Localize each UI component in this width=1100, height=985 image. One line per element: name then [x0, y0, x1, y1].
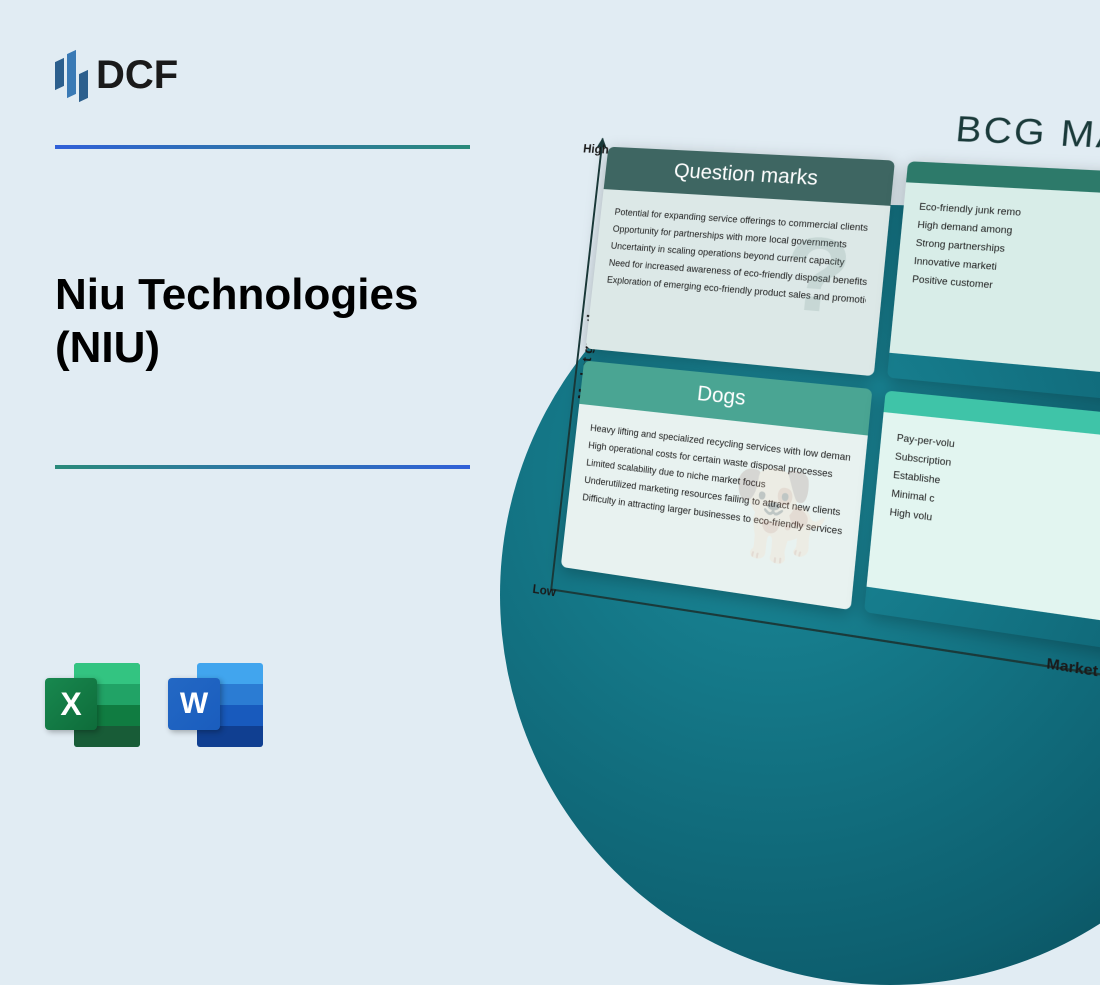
quadrant-question-marks: Question marks ? Potential for expanding… — [586, 147, 895, 377]
logo-text: DCF — [96, 53, 178, 98]
excel-letter: X — [45, 678, 97, 730]
logo-icon — [55, 50, 88, 100]
excel-icon[interactable]: X — [45, 660, 140, 750]
quadrant-dogs: Dogs 🐕 Heavy lifting and specialized rec… — [561, 361, 873, 611]
quadrant-stars: Eco-friendly junk remo High demand among… — [887, 161, 1100, 409]
cows-body: Pay-per-volu Subscription Establishe Min… — [867, 412, 1100, 635]
page-title: Niu Technologies (NIU) — [55, 269, 495, 375]
divider-bottom — [55, 465, 470, 469]
divider-top — [55, 145, 470, 149]
stars-body: Eco-friendly junk remo High demand among… — [889, 182, 1100, 383]
y-axis-high: High — [582, 142, 609, 157]
left-panel: DCF Niu Technologies (NIU) — [55, 50, 495, 469]
file-icons: X W — [45, 660, 263, 750]
word-letter: W — [168, 678, 220, 730]
title-line1: Niu Technologies — [55, 269, 495, 322]
logo: DCF — [55, 50, 495, 100]
title-line2: (NIU) — [55, 322, 495, 375]
qm-body: ? Potential for expanding service offeri… — [586, 189, 891, 376]
word-icon[interactable]: W — [168, 660, 263, 750]
